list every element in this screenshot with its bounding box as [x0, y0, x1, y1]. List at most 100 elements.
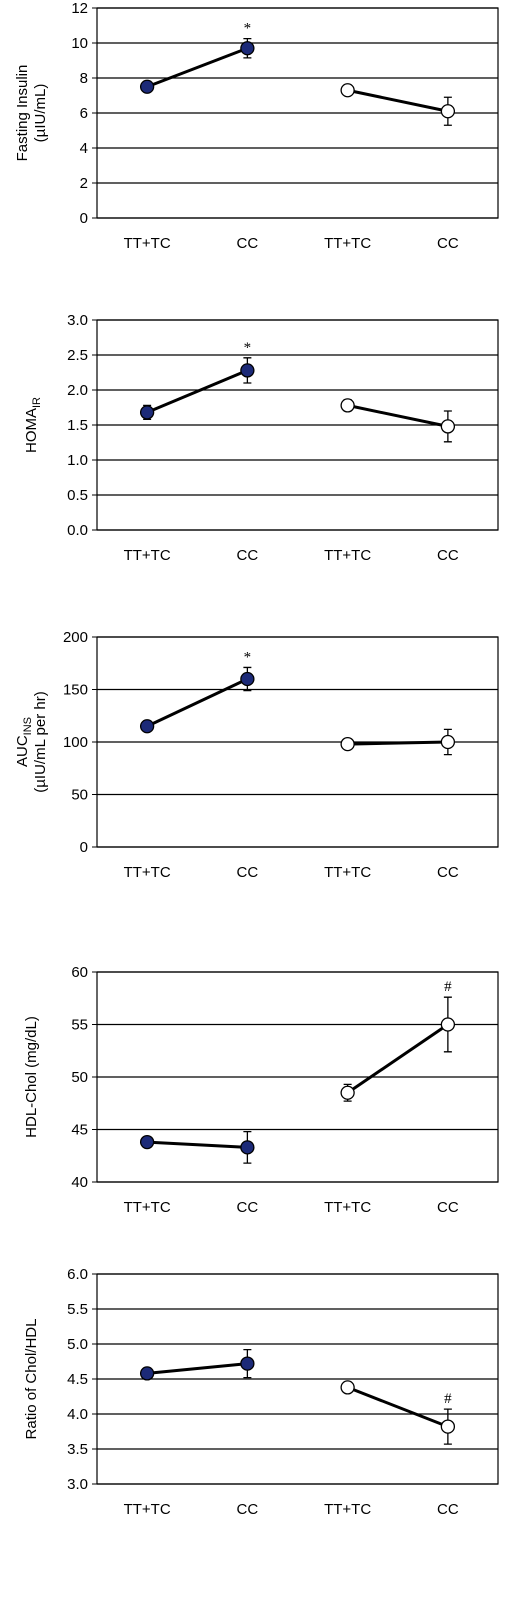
y-axis-label: (µIU/mL)	[32, 84, 49, 143]
x-tick-label: TT+TC	[324, 864, 371, 881]
data-point	[340, 1380, 355, 1395]
x-tick-label: CC	[237, 235, 259, 252]
annotation: *	[244, 21, 252, 37]
y-tick-label: 8	[80, 70, 88, 87]
data-point	[340, 83, 355, 98]
y-axis-label-text: AUC	[14, 735, 31, 767]
y-tick-label: 2.5	[67, 347, 88, 364]
series-line	[146, 677, 249, 728]
annotation: *	[244, 649, 252, 665]
x-tick-label: TT+TC	[324, 547, 371, 564]
y-axis-label: AUCINS	[14, 717, 34, 767]
panel: 40 45 50 55 60 TT+TC CC TT+TC CC HDL-Chol (mg/dL)…	[23, 964, 499, 1216]
y-tick-label: 45	[71, 1122, 88, 1139]
y-tick-label: 5.0	[67, 1336, 88, 1353]
series-line	[347, 88, 449, 113]
y-tick-label: 6.0	[67, 1266, 88, 1283]
y-tick-label: 4.0	[67, 1406, 88, 1423]
x-tick-label: CC	[437, 864, 459, 881]
y-axis-label-text: Ratio of Chol/HDL	[23, 1319, 40, 1440]
annotation: #	[444, 979, 452, 995]
x-tick-label: CC	[437, 1199, 459, 1216]
y-axis-label-text: HDL-Chol (mg/dL)	[23, 1016, 40, 1138]
y-axis-label-text: (µIU/mL)	[32, 84, 49, 143]
y-tick-label: 3.0	[67, 312, 88, 329]
panel: 0 2 4 6 8 10 12 TT+TC CC TT+TC CC Fasting Insulin (µ…	[14, 0, 499, 252]
x-tick-label: CC	[237, 1501, 259, 1518]
series-line	[146, 46, 248, 89]
y-tick-label: 2.0	[67, 382, 88, 399]
data-point	[139, 1134, 155, 1150]
y-tick-label: 200	[63, 629, 88, 646]
y-tick-label: 40	[71, 1174, 88, 1191]
y-tick-label: 3.5	[67, 1441, 88, 1458]
x-tick-label: TT+TC	[124, 547, 171, 564]
series-line	[146, 1362, 248, 1375]
x-tick-label: TT+TC	[324, 1199, 371, 1216]
data-point	[340, 1085, 355, 1100]
data-point	[240, 41, 255, 56]
data-point	[440, 104, 456, 119]
data-point	[139, 79, 155, 94]
x-tick-label: CC	[437, 235, 459, 252]
y-tick-label: 0	[80, 839, 88, 856]
y-tick-label: 4.5	[67, 1371, 88, 1388]
y-axis-label: Fasting Insulin	[14, 65, 31, 162]
panel: 0.0 0.5 1.0 1.5 2.0 2.5 3.0 TT+TC CC TT+TC CC HOMAI…	[23, 312, 499, 564]
data-point	[240, 671, 255, 687]
panel: 3.0 3.5 4.0 4.5 5.0 5.5 6.0 TT+TC CC TT+TC CC Ratio…	[23, 1266, 499, 1518]
y-tick-label: 1.0	[67, 452, 88, 469]
x-tick-label: CC	[237, 864, 259, 881]
y-tick-label: 5.5	[67, 1301, 88, 1318]
annotation: #	[444, 1391, 452, 1407]
y-axis-label: HDL-Chol (mg/dL)	[23, 1016, 40, 1138]
y-tick-label: 10	[71, 35, 88, 52]
y-tick-label: 12	[71, 0, 88, 17]
data-point	[440, 1419, 456, 1434]
data-point	[139, 405, 155, 420]
y-tick-label: 3.0	[67, 1476, 88, 1493]
y-tick-label: 1.5	[67, 417, 88, 434]
data-point	[440, 734, 456, 750]
data-point	[340, 736, 355, 752]
data-point	[440, 1017, 456, 1032]
x-tick-label: CC	[437, 1501, 459, 1518]
data-point	[240, 1140, 255, 1155]
y-tick-label: 4	[80, 140, 88, 157]
series-line	[147, 1140, 248, 1149]
data-point	[240, 363, 255, 378]
y-axis-label: (µIU/mL per hr)	[32, 691, 49, 792]
data-point	[139, 1366, 155, 1381]
x-tick-label: TT+TC	[324, 1501, 371, 1518]
series-line	[346, 1023, 449, 1094]
series-line	[347, 1386, 449, 1428]
y-tick-label: 50	[71, 787, 88, 804]
y-axis-label-sub: INS	[22, 717, 34, 735]
data-point	[440, 419, 456, 434]
x-tick-label: TT+TC	[324, 235, 371, 252]
y-tick-label: 100	[63, 734, 88, 751]
y-tick-label: 0	[80, 210, 88, 227]
x-tick-label: CC	[237, 547, 259, 564]
y-tick-label: 0.0	[67, 522, 88, 539]
y-axis-label-text: HOMA	[23, 408, 40, 453]
y-tick-label: 50	[71, 1069, 88, 1086]
panel: 0 50 100 150 200 TT+TC CC TT+TC CC AUCINS(µIU/mL …	[14, 629, 499, 881]
annotation: *	[244, 340, 252, 356]
series-line	[347, 740, 448, 746]
x-tick-label: TT+TC	[124, 1199, 171, 1216]
x-tick-label: TT+TC	[124, 235, 171, 252]
y-tick-label: 60	[71, 964, 88, 981]
y-axis-label-sub: IR	[31, 397, 43, 408]
x-tick-label: TT+TC	[124, 1501, 171, 1518]
y-axis-label-text: (µIU/mL per hr)	[32, 691, 49, 792]
series-line	[146, 369, 248, 414]
y-axis-label: Ratio of Chol/HDL	[23, 1319, 40, 1440]
y-tick-label: 55	[71, 1017, 88, 1034]
data-point	[240, 1356, 255, 1371]
x-tick-label: CC	[437, 547, 459, 564]
data-point	[139, 719, 155, 734]
y-tick-label: 6	[80, 105, 88, 122]
data-point	[340, 398, 355, 413]
